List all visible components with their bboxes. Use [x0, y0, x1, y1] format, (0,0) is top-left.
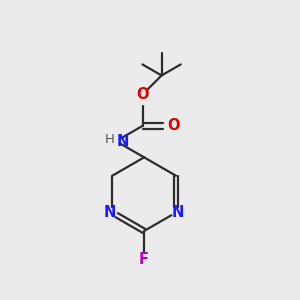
- Text: O: O: [136, 87, 149, 102]
- Text: O: O: [167, 118, 180, 133]
- Text: H: H: [105, 133, 115, 146]
- Text: N: N: [104, 205, 116, 220]
- Text: F: F: [139, 252, 149, 267]
- Text: N: N: [172, 205, 184, 220]
- Text: N: N: [116, 134, 129, 149]
